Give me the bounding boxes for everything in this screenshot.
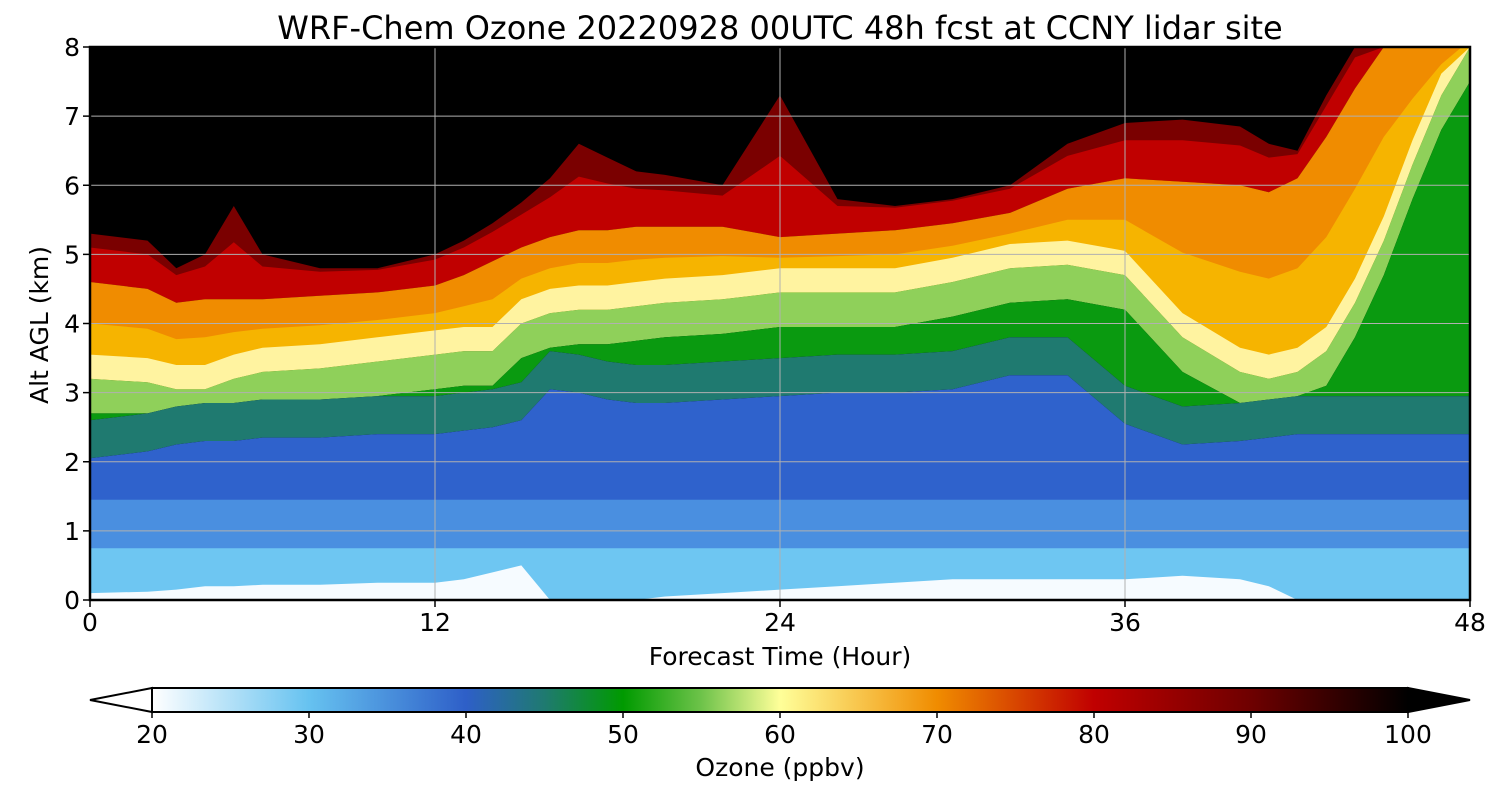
colorbar-ticks: 20 30 40 50 60 70 80 90 100 [136,712,1432,749]
y-axis-label: Alt AGL (km) [25,246,54,404]
x-tick-label: 12 [419,608,451,637]
y-tick-label: 5 [64,240,80,269]
grid-lines [90,47,1470,600]
y-tick-label: 3 [64,379,80,408]
y-tick-label: 6 [64,171,80,200]
y-tick-label: 2 [64,448,80,477]
colorbar: 20 30 40 50 60 70 80 90 100 Ozone (ppbv) [89,686,1471,782]
layer-light-orange-65ppbv [90,47,1470,390]
y-axis: 0 1 2 3 4 5 6 7 8 [64,33,90,615]
y-tick-label: 8 [64,33,80,62]
colorbar-tick-label: 100 [1384,720,1432,749]
y-tick-label: 4 [64,310,80,339]
colorbar-tick-label: 30 [293,720,325,749]
colorbar-tick-label: 50 [607,720,639,749]
colorbar-tick-label: 60 [764,720,796,749]
colorbar-tick-label: 80 [1078,720,1110,749]
colorbar-min-extension [89,686,153,714]
colorbar-tick-label: 90 [1235,720,1267,749]
chart-title: WRF-Chem Ozone 20220928 00UTC 48h fcst a… [277,9,1282,47]
colorbar-label: Ozone (ppbv) [695,753,864,782]
colorbar-max-extension [1407,686,1471,714]
x-axis-label: Forecast Time (Hour) [649,642,912,671]
x-tick-label: 24 [764,608,796,637]
x-tick-label: 48 [1454,608,1486,637]
colorbar-tick-label: 40 [450,720,482,749]
colorbar-body [152,688,1408,712]
colorbar-tick-label: 70 [921,720,953,749]
y-tick-label: 7 [64,102,80,131]
y-tick-label: 0 [64,586,80,615]
colorbar-tick-label: 20 [136,720,168,749]
x-tick-label: 0 [82,608,98,637]
x-tick-label: 36 [1109,608,1141,637]
x-axis: 0 12 24 36 48 [82,600,1486,637]
y-tick-label: 1 [64,517,80,546]
